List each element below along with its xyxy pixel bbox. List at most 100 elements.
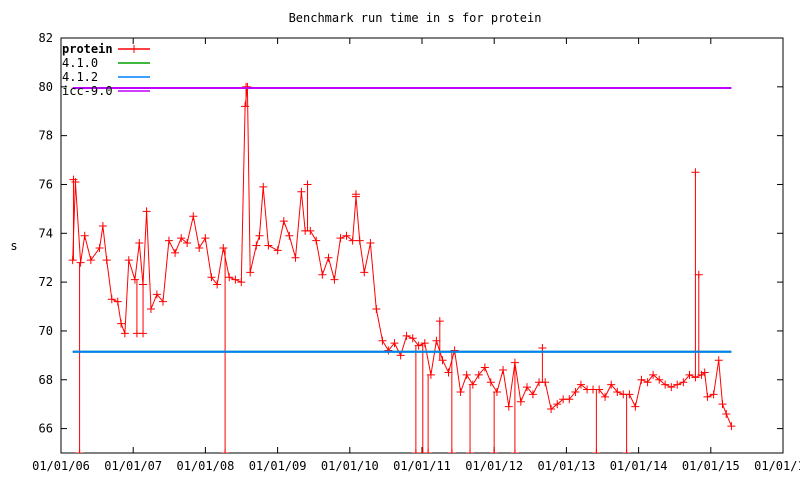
data-point-marker [709,390,718,399]
data-point-marker [426,370,435,379]
data-point-marker [255,231,264,240]
data-point-marker [237,278,246,287]
data-point-marker [499,366,508,374]
data-point-marker [312,236,321,245]
legend-label-icc-9.0: icc-9.0 [62,84,113,98]
data-point-marker [291,253,300,262]
data-point-marker [553,400,562,409]
data-point-marker [207,273,216,282]
data-point-marker [318,270,327,279]
data-point-marker [722,409,731,418]
data-point-marker [378,336,387,345]
y-tick-label: 78 [39,129,53,143]
spike-marker [351,190,360,199]
data-point-marker [241,102,250,111]
spike-marker [622,449,631,453]
spike-marker [303,180,312,189]
data-point-marker [408,334,417,343]
data-point-marker [576,380,585,389]
spike-marker [490,449,499,453]
data-point-marker [264,241,273,250]
data-point-marker [516,397,525,406]
x-tick-label: 01/01/14 [610,459,668,473]
data-point-marker [700,368,709,377]
data-point-marker [462,370,471,379]
data-point-marker [360,268,369,277]
data-point-marker [231,275,240,284]
data-point-marker [601,392,610,401]
plot-area [68,82,736,453]
y-axis-label: s [10,239,17,253]
x-tick-label: 01/01/12 [465,459,523,473]
legend-marker-protein [130,45,138,53]
y-tick-label: 68 [39,373,53,387]
x-tick-label: 01/01/15 [682,459,740,473]
data-point-marker [649,370,658,379]
data-point-marker [528,390,537,399]
data-point-marker [201,234,210,243]
data-point-marker [355,236,364,245]
data-point-marker [152,290,161,299]
data-point-marker [384,346,393,355]
plot-content [68,82,736,453]
legend-label-protein: protein [62,42,113,56]
data-point-marker [679,378,688,387]
y-tick-label: 66 [39,422,53,436]
spike-marker [466,449,475,453]
x-tick-label: 01/01/06 [32,459,90,473]
data-point-marker [330,275,339,284]
data-point-marker [547,405,556,414]
data-point-marker [279,217,288,226]
x-tick-label: 01/01/11 [393,459,451,473]
data-point-marker [146,304,155,313]
data-point-marker [372,304,381,313]
data-point-marker [432,336,441,345]
y-tick-label: 80 [39,80,53,94]
data-point-marker [183,239,192,248]
spike-marker [221,449,230,453]
data-point-marker [643,378,652,387]
data-point-marker [80,231,89,240]
spike-marker [69,175,78,184]
data-point-marker [474,370,483,379]
data-point-marker [213,280,222,289]
spike-marker [418,449,427,453]
data-point-marker [195,243,204,252]
data-point-marker [159,297,168,306]
data-point-marker [107,295,116,304]
data-point-marker [420,339,429,348]
data-point-marker [324,253,333,262]
data-point-marker [613,387,622,396]
legend-label-4.1.2: 4.1.2 [62,70,98,84]
y-tick-label: 82 [39,31,53,45]
data-point-marker [246,268,255,277]
y-tick-label: 74 [39,226,53,240]
data-point-marker [480,363,489,372]
data-point-marker [342,231,351,240]
data-point-marker [703,392,712,401]
data-point-marker [189,212,198,221]
data-point-marker [486,378,495,387]
axes: 66 68 70 72 74 76 78 80 82 01/01/06 01/01/07 01/01/… [32,31,800,473]
data-point-marker [98,221,107,230]
data-point-marker [655,375,664,384]
data-point-marker [297,187,306,196]
data-point-marker [541,378,550,387]
spike-marker [75,449,84,453]
data-point-marker [402,331,411,340]
data-point-marker [117,319,126,328]
data-point-marker [306,226,315,235]
y-tick-label: 76 [39,177,53,191]
x-tick-label: 01/01/16 [754,459,800,473]
data-point-marker [285,231,294,240]
data-point-marker [522,383,531,392]
data-point-marker [102,256,111,265]
y-tick-label: 72 [39,275,53,289]
x-tick-label: 01/01/07 [104,459,162,473]
data-point-marker [468,380,477,389]
data-point-marker [673,380,682,389]
data-point-marker [259,182,268,191]
data-point-marker [348,236,357,245]
